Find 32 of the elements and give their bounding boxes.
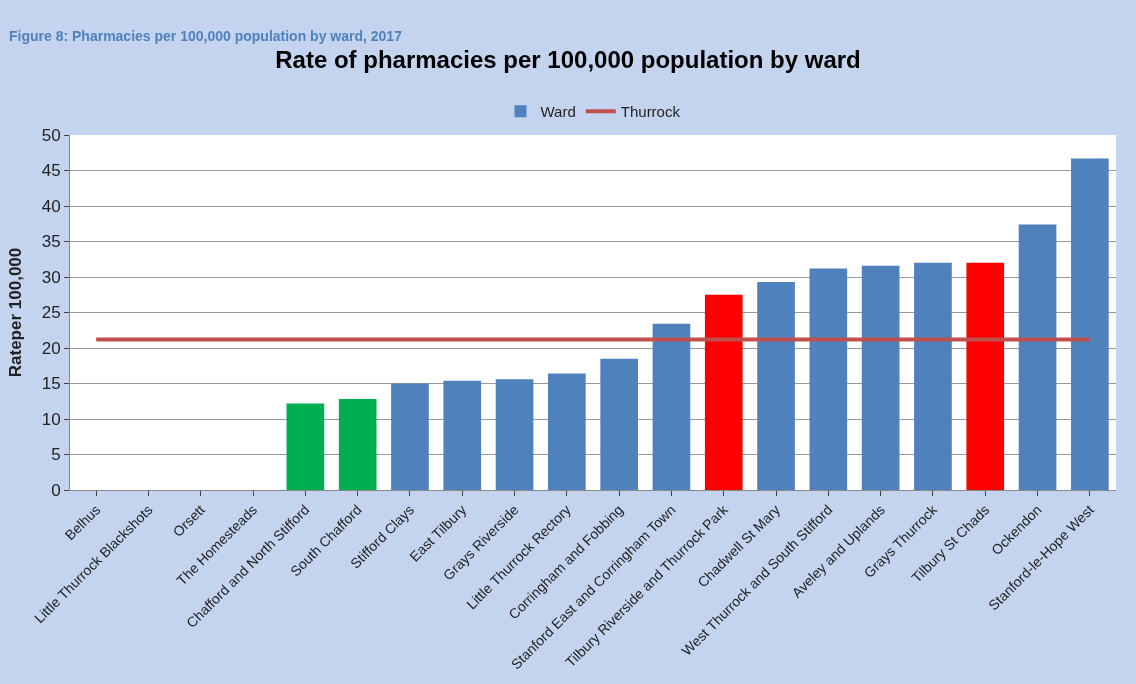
bar: [652, 323, 691, 490]
caption: Figure 8: Pharmacies per 100,000 population by ward, 2017: [9, 28, 403, 44]
y-tick-label: 5: [51, 445, 61, 465]
bar: [861, 265, 900, 490]
y-tick-label: 45: [41, 161, 61, 181]
bar: [548, 373, 586, 490]
y-tick-label: 35: [41, 232, 61, 252]
bar: [966, 262, 1005, 490]
y-tick-label: 50: [41, 125, 61, 145]
y-tick-label: 10: [41, 409, 61, 429]
legend-label: Ward: [540, 103, 576, 120]
bar: [809, 268, 848, 490]
y-tick-label: 25: [41, 303, 61, 323]
bar: [757, 281, 795, 490]
y-tick-label: 30: [41, 267, 61, 287]
bar: [600, 358, 638, 490]
y-tick-label: 40: [41, 196, 61, 216]
legend-label: Thurrock: [620, 103, 681, 120]
bar: [1071, 158, 1109, 490]
chart-title: Rate of pharmacies per 100,000 population by ward: [275, 46, 861, 74]
y-tick-label: 15: [41, 374, 61, 394]
y-tick-label: 20: [41, 338, 61, 358]
bar: [338, 399, 377, 490]
bar: [443, 380, 482, 490]
bar: [495, 379, 534, 490]
y-tick-label: 0: [51, 480, 61, 500]
bar: [704, 294, 743, 490]
bar: [391, 383, 429, 490]
bar: [914, 262, 952, 490]
y-axis-title: Rateper 100,000: [6, 247, 26, 378]
bar: [1018, 224, 1057, 490]
bar: [286, 403, 325, 490]
